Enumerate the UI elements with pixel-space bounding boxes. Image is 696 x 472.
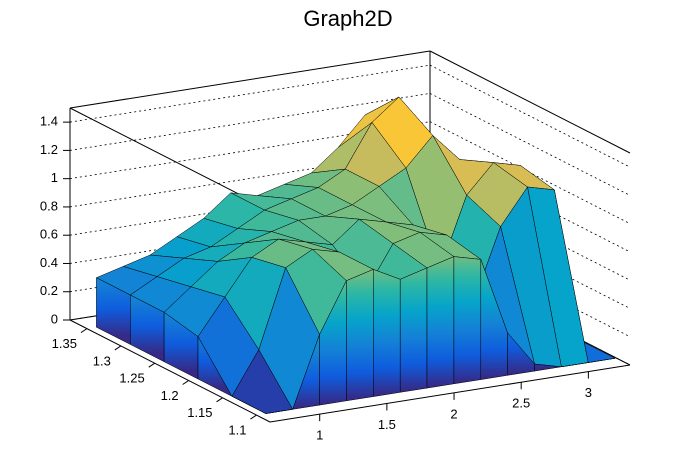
x-tick-label: 2 bbox=[450, 406, 457, 421]
x-tick-label: 1.5 bbox=[378, 417, 396, 432]
y-tick bbox=[80, 328, 88, 334]
x-tick-label: 1 bbox=[316, 428, 323, 443]
grid-line bbox=[429, 64, 631, 168]
z-tick-label: 0.4 bbox=[40, 255, 58, 270]
grid-line bbox=[69, 177, 431, 236]
x-tick-label: 3 bbox=[585, 385, 592, 400]
z-tick-label: 0.6 bbox=[40, 227, 58, 242]
y-tick-label: 1.25 bbox=[119, 371, 144, 386]
y-tick bbox=[114, 345, 122, 351]
box-edge bbox=[69, 107, 271, 211]
z-tick-label: 0.8 bbox=[40, 198, 58, 213]
chart-title: Graph2D bbox=[303, 6, 392, 31]
y-tick-label: 1.3 bbox=[93, 353, 111, 368]
z-tick-label: 0.2 bbox=[40, 283, 58, 298]
y-tick-label: 1.15 bbox=[187, 405, 212, 420]
box-edge bbox=[429, 50, 631, 154]
z-tick-label: 0 bbox=[51, 311, 58, 326]
y-tick bbox=[148, 362, 156, 368]
grid-line bbox=[69, 121, 431, 180]
y-tick bbox=[182, 380, 189, 385]
surface-wall bbox=[426, 256, 455, 389]
surface-wall bbox=[588, 358, 616, 363]
grid-line bbox=[69, 64, 431, 123]
y-tick bbox=[216, 397, 223, 403]
z-tick-label: 1.2 bbox=[40, 142, 58, 157]
y-tick bbox=[250, 414, 257, 420]
grid-line bbox=[69, 93, 431, 151]
x-axis bbox=[269, 364, 631, 423]
surface-wall bbox=[453, 256, 482, 385]
grid-line bbox=[69, 149, 431, 208]
surface-wall bbox=[534, 363, 562, 372]
surface-wall bbox=[197, 335, 233, 397]
z-tick-label: 1.4 bbox=[40, 114, 58, 129]
surface-wall bbox=[399, 267, 428, 393]
x-tick-label: 2.5 bbox=[512, 396, 530, 411]
y-tick-label: 1.1 bbox=[228, 423, 246, 438]
y-tick-label: 1.2 bbox=[161, 388, 179, 403]
y-tick-label: 1.35 bbox=[52, 336, 77, 351]
y-axis bbox=[69, 319, 271, 423]
surface-wall bbox=[346, 269, 374, 402]
z-tick-label: 1 bbox=[51, 170, 58, 185]
box-edge bbox=[69, 50, 431, 109]
grid-line bbox=[69, 206, 431, 264]
surface-wall bbox=[373, 269, 401, 397]
